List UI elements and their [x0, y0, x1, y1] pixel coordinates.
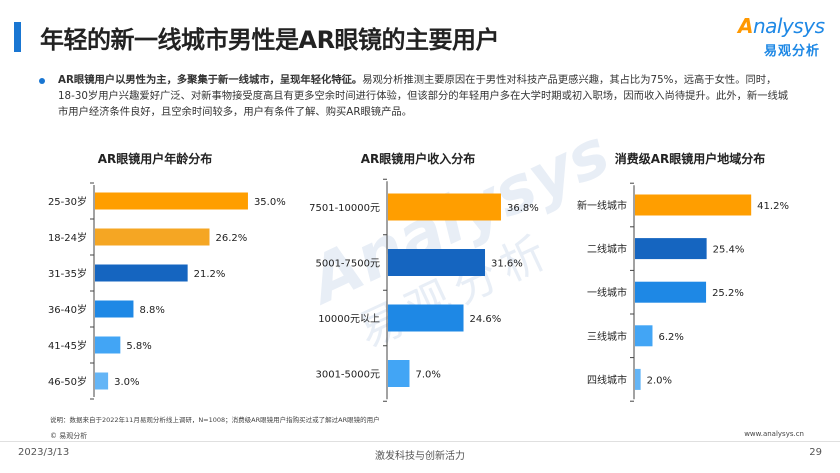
- category-label: 三线城市: [587, 330, 627, 343]
- analysys-logo: Analysys 易观分析: [730, 14, 825, 64]
- data-label: 26.2%: [215, 233, 247, 244]
- category-label: 36-40岁: [48, 303, 87, 316]
- footer-divider: [0, 441, 840, 442]
- bar: [95, 336, 121, 354]
- summary-paragraph: AR眼镜用户以男性为主，多聚集于新一线城市，呈现年轻化特征。易观分析推测主要原因…: [58, 72, 793, 120]
- logo-initial: A: [738, 14, 753, 38]
- summary-bold: AR眼镜用户以男性为主，多聚集于新一线城市，呈现年轻化特征。: [58, 74, 363, 86]
- summary-text: 易观分析推测主要原因在于男性对科技产品更感兴趣，其占比为75%，远高于女性。同时…: [58, 74, 789, 118]
- data-label: 25.2%: [712, 288, 744, 299]
- data-label: 21.2%: [194, 269, 226, 280]
- chart-title: 消费级AR眼镜用户地域分布: [615, 151, 766, 166]
- data-label: 24.6%: [470, 314, 502, 325]
- bar: [635, 281, 707, 303]
- data-label: 36.8%: [507, 203, 539, 214]
- category-label: 一线城市: [587, 286, 627, 299]
- category-label: 新一线城市: [577, 199, 627, 212]
- category-label: 10000元以上: [318, 313, 380, 325]
- bar: [635, 194, 752, 216]
- logo-english: Analysys: [738, 14, 825, 38]
- data-label: 8.8%: [139, 305, 164, 316]
- data-label: 35.0%: [254, 197, 286, 208]
- category-label: 41-45岁: [48, 339, 87, 352]
- logo-chinese: 易观分析: [763, 44, 820, 59]
- category-label: 5001-7500元: [315, 259, 380, 270]
- data-source-note: 说明：数据来自于2022年11月易观分析线上调研，N=1008；消费级AR眼镜用…: [50, 416, 380, 424]
- bullet-icon: [39, 78, 45, 84]
- category-label: 25-30岁: [48, 195, 87, 208]
- category-label: 四线城市: [587, 373, 627, 386]
- page-title: 年轻的新一线城市男性是AR眼镜的主要用户: [40, 26, 500, 54]
- bar: [95, 264, 188, 282]
- bar: [95, 192, 248, 210]
- bar: [635, 238, 707, 260]
- category-label: 3001-5000元: [315, 370, 380, 381]
- footer-slogan: 激发科技与创新活力: [375, 451, 465, 462]
- data-label: 6.2%: [658, 332, 683, 343]
- footer-date: 2023/3/13: [18, 447, 70, 458]
- bar: [95, 228, 210, 246]
- category-label: 31-35岁: [48, 267, 87, 280]
- bar: [635, 325, 653, 347]
- category-label: 46-50岁: [48, 375, 87, 388]
- chart-title: AR眼镜用户收入分布: [361, 151, 476, 166]
- data-label: 7.0%: [415, 370, 440, 381]
- category-label: 7501-10000元: [309, 203, 380, 214]
- data-label: 3.0%: [114, 377, 139, 388]
- data-label: 41.2%: [757, 201, 789, 212]
- logo-english-rest: nalysys: [752, 14, 825, 38]
- category-label: 18-24岁: [48, 231, 87, 244]
- bar: [388, 193, 501, 221]
- chart-title: AR眼镜用户年龄分布: [98, 151, 213, 166]
- page-number: 29: [809, 447, 822, 458]
- category-label: 二线城市: [587, 243, 627, 256]
- data-label: 5.8%: [126, 341, 151, 352]
- website-link[interactable]: www.analysys.cn: [744, 430, 804, 438]
- bar: [388, 360, 410, 387]
- bar: [388, 249, 486, 276]
- bar: [95, 372, 109, 390]
- title-accent-bar: [14, 22, 21, 52]
- copyright-text: © 易观分析: [50, 432, 88, 440]
- data-label: 2.0%: [647, 375, 672, 386]
- data-label: 31.6%: [491, 259, 523, 270]
- bar: [95, 300, 134, 318]
- bar: [388, 304, 464, 332]
- data-label: 25.4%: [713, 245, 745, 256]
- bar: [635, 368, 641, 390]
